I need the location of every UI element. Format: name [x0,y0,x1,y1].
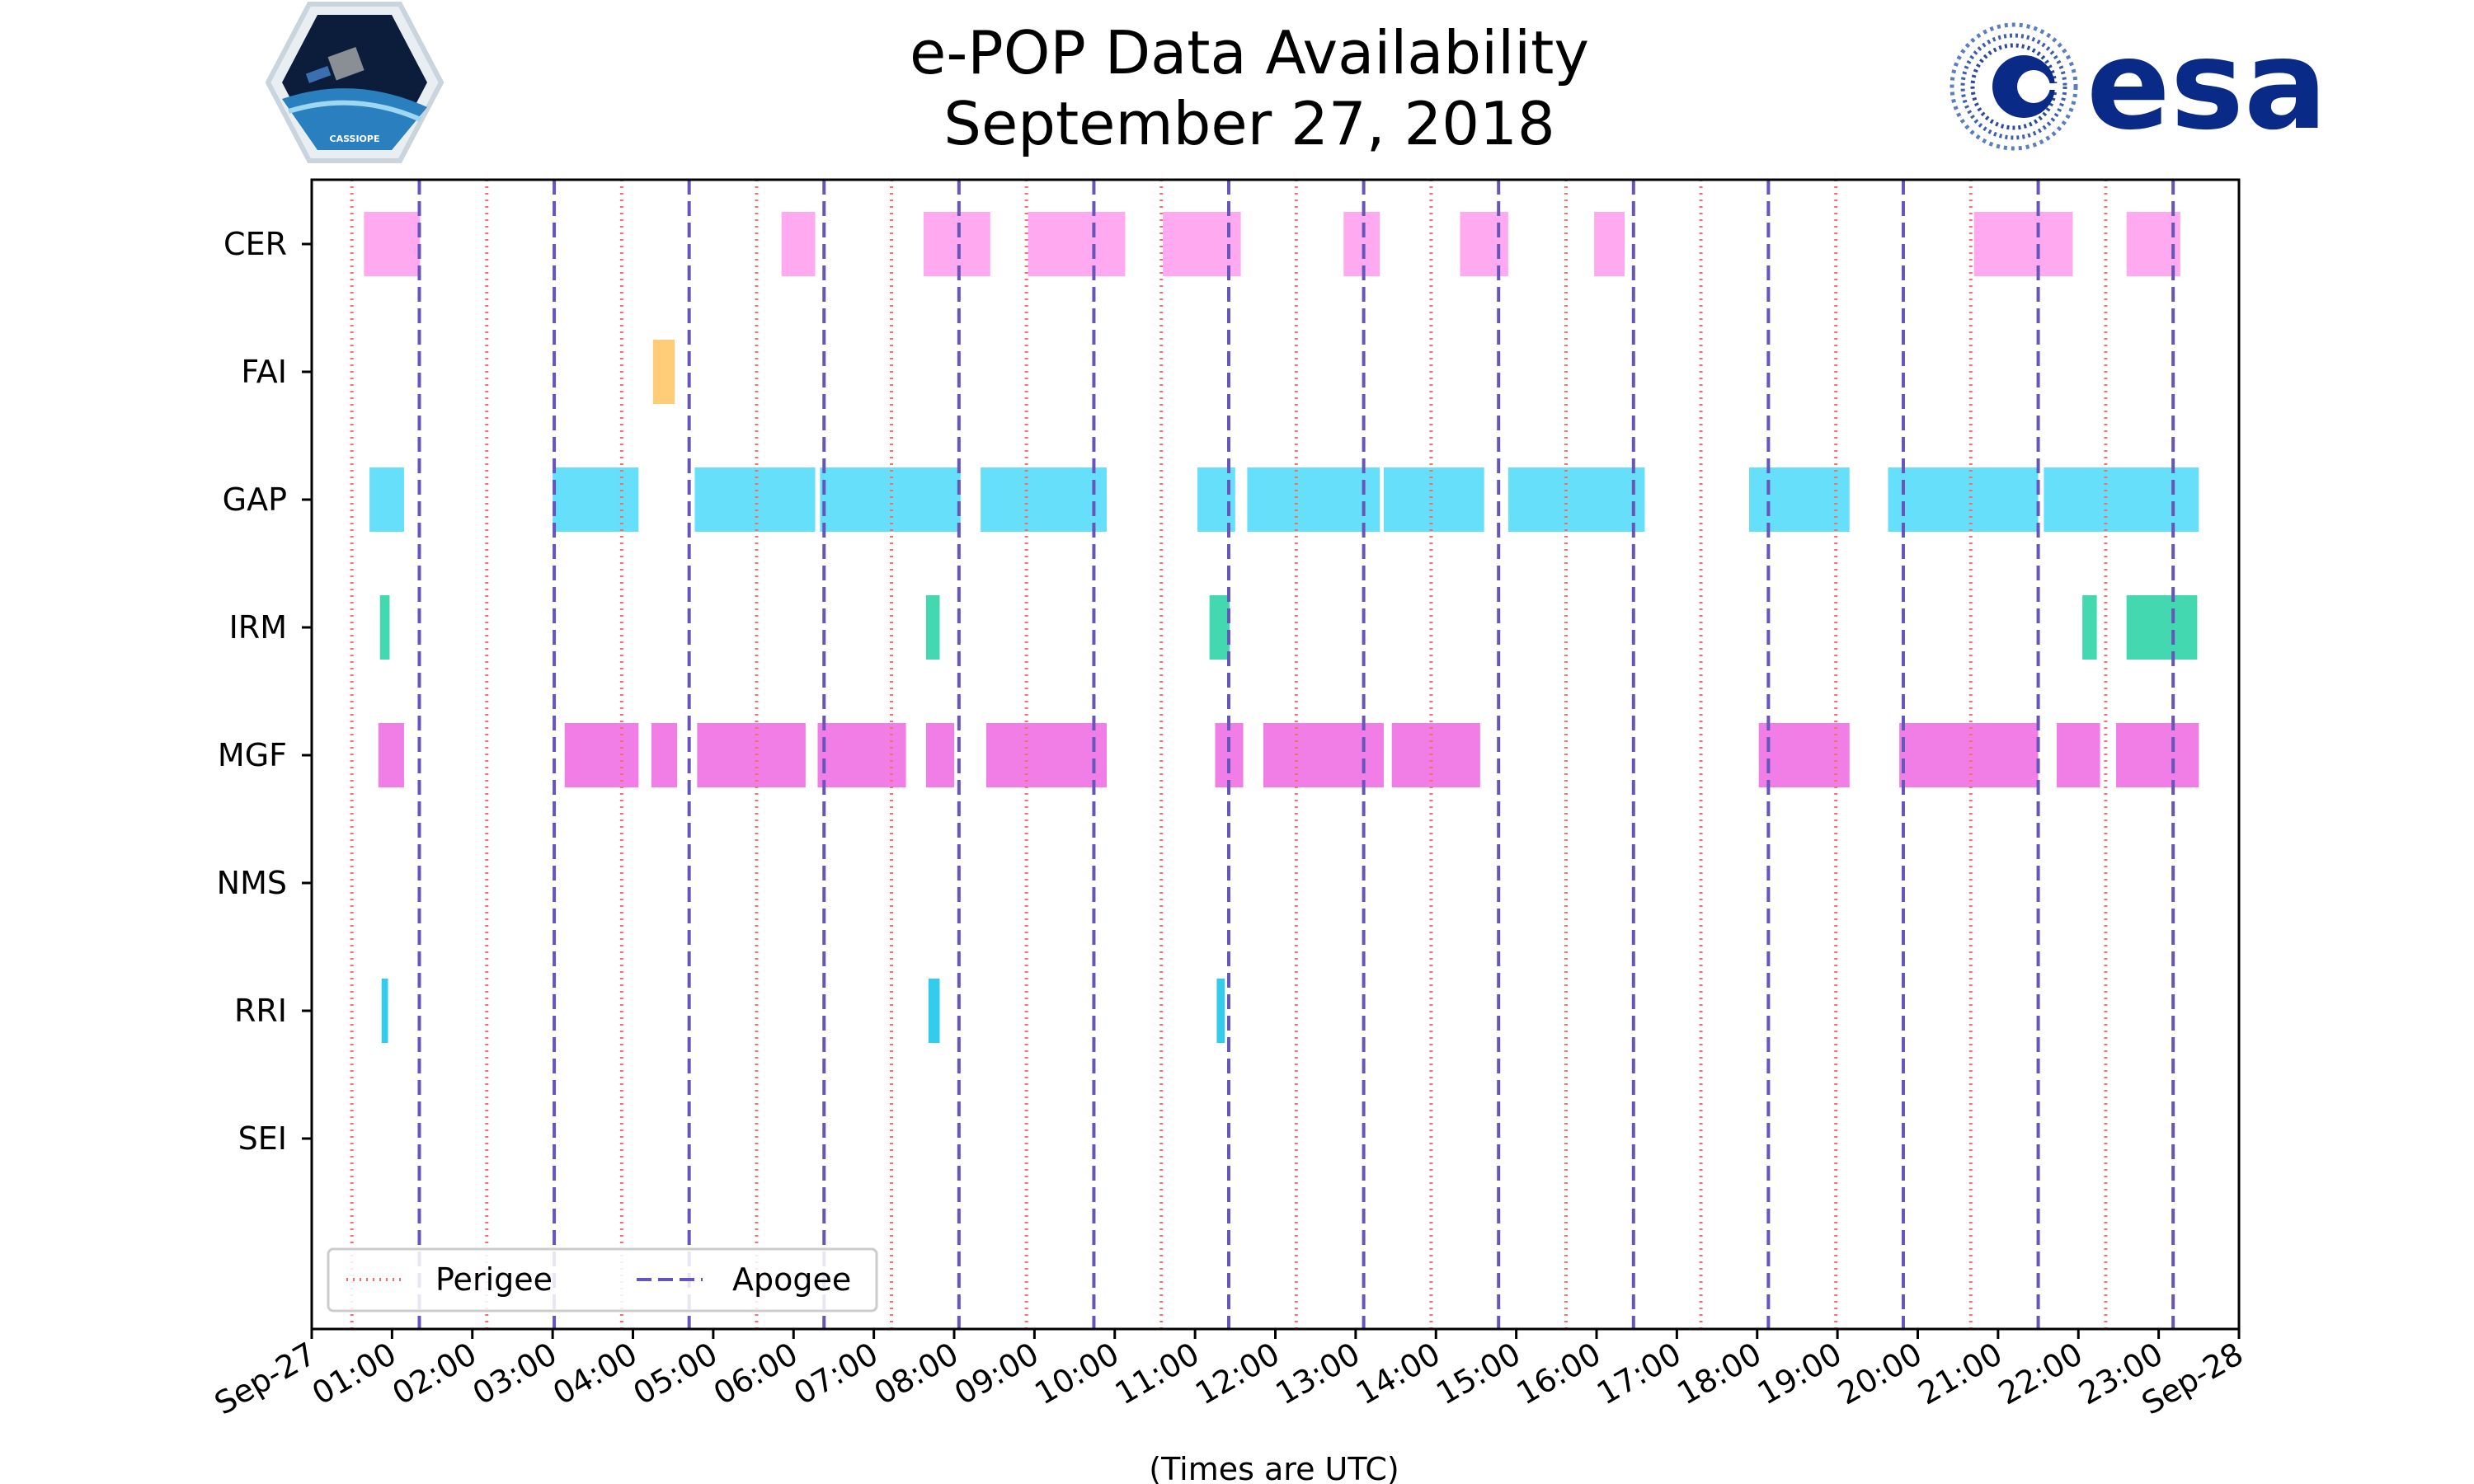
x-tick-label-0: Sep-27 [209,1336,322,1422]
bar-cer-8 [1973,212,2073,276]
bar-cer-9 [2126,212,2180,276]
bar-rri-1 [928,979,940,1043]
chart-title: e-POP Data Availability [910,18,1589,87]
bar-gap-0 [369,467,404,532]
bar-gap-7 [1383,467,1484,532]
bar-mgf-11 [1899,723,2039,787]
y-tick-label-irm: IRM [229,609,287,646]
esa-swirl-icon [1950,22,2078,151]
bar-mgf-12 [2056,723,2100,787]
x-tick-label-19: 19:00 [1752,1336,1848,1412]
x-tick-label-8: 08:00 [868,1336,965,1412]
bar-mgf-9 [1391,723,1480,787]
x-tick-label-11: 11:00 [1109,1336,1206,1412]
bar-mgf-13 [2116,723,2199,787]
bar-irm-0 [379,595,390,660]
bar-gap-9 [1749,467,1850,532]
x-tick-label-7: 07:00 [788,1336,884,1412]
x-tick-label-15: 15:00 [1430,1336,1526,1412]
bar-mgf-3 [697,723,806,787]
x-tick-label-6: 06:00 [708,1336,804,1412]
bar-cer-5 [1343,212,1380,276]
cassiope-logo: CASSIOPE [265,2,444,163]
y-tick-label-nms: NMS [217,865,287,901]
x-tick-label-1: 01:00 [306,1336,402,1412]
x-tick-label-20: 20:00 [1832,1336,1928,1412]
x-tick-label-4: 04:00 [547,1336,643,1412]
x-tick-label-9: 09:00 [948,1336,1045,1412]
x-axis-label: (Times are UTC) [1149,1451,1399,1484]
data-bars [364,212,2199,1043]
legend-apogee-label: Apogee [732,1261,851,1298]
bar-mgf-2 [651,723,678,787]
bar-cer-7 [1594,212,1625,276]
bar-cer-3 [1028,212,1126,276]
x-tick-label-10: 10:00 [1028,1336,1125,1412]
orbit-lines [350,180,2175,1329]
x-tick-label-12: 12:00 [1189,1336,1286,1412]
bar-cer-2 [923,212,990,276]
bar-mgf-5 [925,723,954,787]
x-tick-label-22: 22:00 [1992,1336,2089,1412]
bar-gap-6 [1247,467,1380,532]
legend: Perigee Apogee [327,1247,878,1313]
bar-cer-1 [781,212,816,276]
y-tick-label-mgf: MGF [218,737,287,773]
x-tick-label-18: 18:00 [1671,1336,1767,1412]
bar-mgf-8 [1263,723,1384,787]
bar-gap-10 [1888,467,2039,532]
bar-rri-0 [381,979,388,1043]
bar-gap-11 [2044,467,2199,532]
x-tick-label-2: 02:00 [386,1336,482,1412]
bar-cer-6 [1460,212,1508,276]
legend-perigee-label: Perigee [435,1261,553,1298]
x-tick-label-13: 13:00 [1270,1336,1366,1412]
bar-fai-0 [652,340,675,404]
bar-gap-1 [553,467,639,532]
x-tick-label-3: 03:00 [467,1336,563,1412]
x-tick-label-17: 17:00 [1591,1336,1687,1412]
bar-rri-2 [1216,979,1225,1043]
esa-logo-text: esa [2086,14,2327,157]
bar-irm-1 [925,595,940,660]
bar-gap-5 [1197,467,1235,532]
bar-mgf-0 [378,723,404,787]
bar-irm-2 [1209,595,1230,660]
y-tick-label-sei: SEI [238,1120,287,1157]
y-tick-label-rri: RRI [234,993,287,1029]
y-tick-label-fai: FAI [241,354,287,390]
bar-gap-4 [981,467,1108,532]
bar-irm-3 [2082,595,2097,660]
x-tick-label-14: 14:00 [1350,1336,1446,1412]
x-tick-label-5: 05:00 [628,1336,724,1412]
cassiope-logo-text: CASSIOPE [330,134,380,144]
bar-mgf-1 [564,723,639,787]
bar-cer-0 [364,212,421,276]
x-tick-label-21: 21:00 [1912,1336,2009,1412]
y-tick-label-cer: CER [223,226,287,262]
bar-gap-8 [1507,467,1645,532]
y-tick-label-gap: GAP [223,481,287,518]
x-tick-label-16: 16:00 [1511,1336,1607,1412]
bar-irm-4 [2126,595,2198,660]
bar-mgf-6 [985,723,1108,787]
chart-subtitle: September 27, 2018 [943,89,1555,158]
bar-mgf-7 [1215,723,1244,787]
esa-logo: esa [1950,14,2327,157]
